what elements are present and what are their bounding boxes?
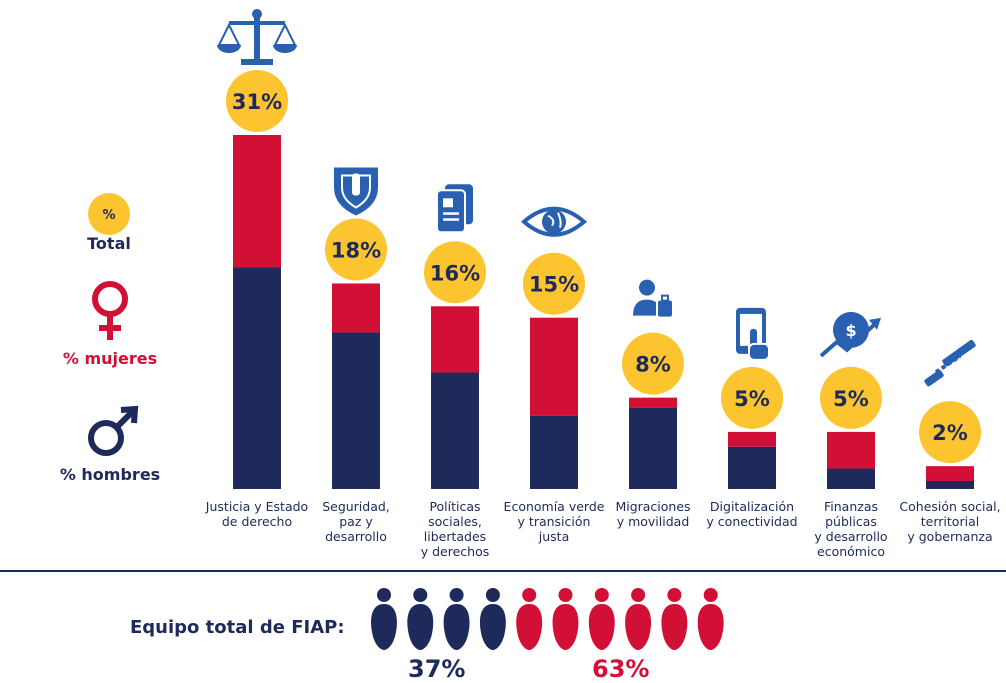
team-man-3: [479, 588, 506, 650]
category-label-7: Cohesión social, territorial y gobernanza: [899, 499, 1001, 544]
team-woman-4: [516, 588, 543, 650]
category-label-1: Seguridad, paz y desarrollo: [322, 499, 390, 544]
total-bubble-5: [721, 366, 783, 429]
bar-women-5: [728, 431, 776, 447]
bar-men-0: [233, 267, 281, 489]
bar-women-6: [827, 431, 875, 469]
category-label-6: Finanzas públicas y desarrollo económico: [814, 499, 888, 559]
smartphone-tap-icon: [736, 307, 770, 361]
total-bubble-3: [523, 252, 585, 315]
documents-icon: [436, 184, 473, 234]
total-label-3: 15%: [529, 273, 579, 297]
bar-men-2: [431, 372, 479, 489]
total-bubble-1: [325, 218, 387, 281]
eye-globe-icon: [520, 206, 588, 237]
bar-women-3: [530, 317, 578, 416]
total-label-4: 8%: [635, 353, 671, 377]
total-label-0: 31%: [232, 90, 282, 114]
team-woman-5: [552, 588, 579, 650]
category-label-2: Políticas sociales, libertades y derechos: [420, 499, 490, 559]
legend-total-bubble: [88, 193, 130, 235]
male-symbol-icon: [88, 405, 139, 456]
bar-men-7: [926, 481, 974, 489]
team-women-pct: 63%: [592, 655, 650, 683]
legend-women-label: % mujeres: [62, 349, 158, 368]
category-label-4: Migraciones y movilidad: [615, 499, 691, 529]
total-label-1: 18%: [331, 238, 381, 262]
team-man-2: [443, 588, 470, 650]
chain-link-icon: [924, 339, 976, 387]
bar-women-0: [233, 135, 281, 268]
total-bubble-4: [622, 332, 684, 395]
shield-icon: [334, 167, 378, 216]
category-label-3: Economía verde y transición justa: [503, 499, 605, 544]
team-men-pct: 37%: [408, 655, 466, 683]
category-label-5: Digitalización y conectividad: [706, 499, 798, 529]
total-label-7: 2%: [932, 421, 968, 445]
total-bubble-6: [820, 366, 882, 429]
team-woman-6: [588, 588, 615, 650]
team-man-1: [407, 588, 434, 650]
bar-women-1: [332, 283, 380, 333]
person-luggage-icon: [633, 279, 674, 319]
bar-men-4: [629, 407, 677, 489]
total-bubble-7: [919, 401, 981, 464]
bar-men-5: [728, 446, 776, 489]
bar-men-3: [530, 415, 578, 489]
total-bubble-0: [226, 70, 288, 132]
bar-men-1: [332, 332, 380, 489]
bar-women-7: [926, 466, 974, 482]
female-symbol-icon: [92, 281, 128, 340]
legend-total-label: Total: [87, 234, 131, 253]
total-label-2: 16%: [430, 261, 480, 285]
team-label: Equipo total de FIAP:: [130, 617, 345, 638]
total-bubble-2: [424, 241, 486, 304]
total-label-6: 5%: [833, 387, 869, 411]
svg-text:$: $: [845, 321, 856, 340]
scales-icon: [217, 9, 297, 65]
bar-women-4: [629, 397, 677, 408]
growth-arrow-icon: $: [819, 311, 881, 358]
bar-men-6: [827, 468, 875, 489]
team-woman-7: [625, 588, 652, 650]
team-man-0: [371, 588, 397, 650]
team-woman-8: [661, 588, 688, 650]
category-label-0: Justicia y Estado de derecho: [205, 499, 309, 529]
total-label-5: 5%: [734, 387, 770, 411]
legend-total-symbol: %: [102, 208, 115, 223]
bar-women-2: [431, 306, 479, 373]
legend-men-label: % hombres: [59, 465, 161, 484]
team-woman-9: [697, 588, 724, 650]
